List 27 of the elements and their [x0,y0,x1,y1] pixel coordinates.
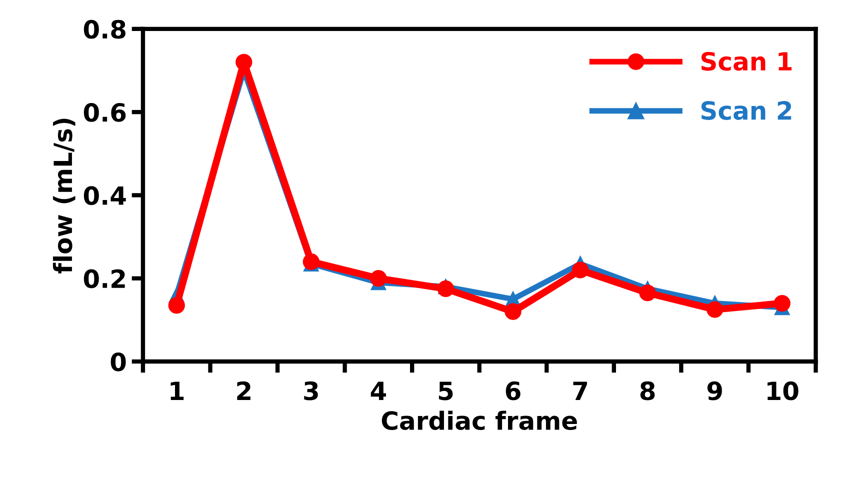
legend-label: Scan 2 [701,101,792,120]
x-tick-label: 1 [170,382,184,400]
y-tick-label: 0.4 [84,186,126,206]
point [639,284,656,302]
x-tick-label: 2 [237,381,250,400]
x-axis-title: Cardiac frame [382,410,577,430]
y-tick-label: 0.2 [84,269,125,288]
point [168,297,185,314]
x-tick-label: 9 [707,381,722,400]
x-tick-label: 5 [438,382,453,400]
x-tick-label: 8 [640,381,655,400]
point [504,303,522,320]
y-tick-label: 0.8 [84,20,126,39]
point [706,301,724,318]
x-tick-label: 10 [768,381,798,400]
point [370,270,387,287]
y-tick-label: 0.6 [84,103,126,122]
legend-label: Scan 1 [701,52,792,71]
y-axis-title: flow (mL/s) [52,118,76,274]
point [572,262,589,278]
y-tick-label: 0 [110,352,126,372]
x-tick-label: 7 [573,382,587,400]
x-tick-label: 6 [506,381,520,400]
x-tick-label: 4 [370,382,386,400]
point [774,294,790,312]
point [437,280,454,298]
x-tick-label: 3 [304,381,318,400]
